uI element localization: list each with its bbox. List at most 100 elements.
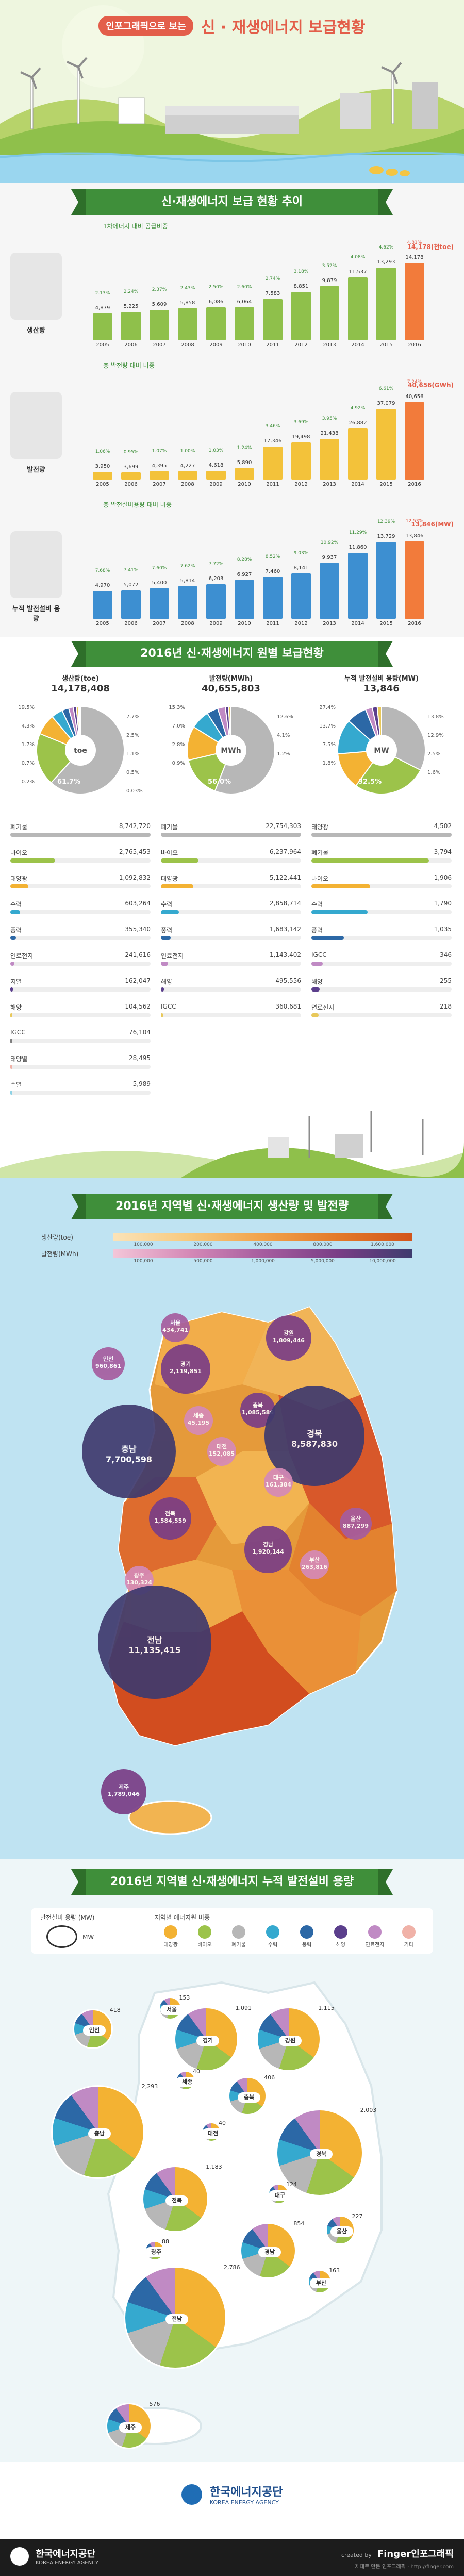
source-item-bar xyxy=(311,910,368,914)
capacity-legend: 발전설비 용량 (MW) MW 지역별 에너지원 비중 태양광 바이오 폐기물 수력 풍… xyxy=(31,1908,433,1954)
source-item-track xyxy=(161,1013,301,1017)
map-bubble: 부산 263,816 xyxy=(300,1550,329,1579)
trend-highlight: 40,656(GWh) xyxy=(408,382,454,389)
trend-bar xyxy=(263,299,283,340)
footer-creator-sub: 제대로 만든 인포그래픽 · http://finger.com xyxy=(355,2564,454,2570)
capacity-legend-title: 발전설비 용량 (MW) xyxy=(40,1914,95,1921)
legend-tick: 5,000,000 xyxy=(311,1259,335,1264)
map-bubble-value: 263,816 xyxy=(301,1564,328,1571)
trend-banner: 신·재생에너지 보급 현황 추이 xyxy=(71,189,393,215)
source-item-bar xyxy=(311,936,344,940)
source-item-value: 2,858,714 xyxy=(269,900,301,907)
map-bubble-value: 152,085 xyxy=(208,1450,235,1457)
trend-bar xyxy=(206,470,226,480)
source-item-name: 바이오 xyxy=(161,849,178,856)
source-item-value: 346 xyxy=(440,951,452,959)
capacity-bubble-value: 1,183 xyxy=(206,2163,222,2170)
source-item-bar xyxy=(311,987,320,992)
trend-bar xyxy=(320,286,339,340)
capacity-bubble-value: 418 xyxy=(109,2007,121,2014)
map-bubble: 전남 11,135,415 xyxy=(98,1586,211,1699)
footer-logo-mark xyxy=(181,2484,202,2505)
source-item-bar xyxy=(161,987,164,992)
map-bubble-name: 대전 xyxy=(216,1443,227,1450)
trend-value: 11,860 xyxy=(349,544,367,550)
capacity-bubble: 충북 xyxy=(227,2076,268,2116)
trend-bar xyxy=(121,472,141,480)
trend-value: 13,846 xyxy=(405,533,424,539)
source-icon-item: 바이오 xyxy=(189,1925,221,1948)
capacity-bubble: 전남 xyxy=(124,2266,227,2369)
trend-bar xyxy=(376,268,396,340)
capacity-bubble-name: 인천 xyxy=(82,2025,106,2036)
source-icons: 태양광 바이오 폐기물 수력 풍력 해양 연료전지 기타 xyxy=(155,1925,428,1951)
capacity-bubble-value: 406 xyxy=(264,2074,275,2081)
capacity-bubble-name: 울산 xyxy=(330,2226,353,2237)
trend-value: 7,460 xyxy=(265,569,280,575)
legend-tick: 400,000 xyxy=(253,1242,273,1247)
source-title: 생산량(toe) xyxy=(62,675,99,683)
capacity-bubble-value: 88 xyxy=(162,2238,169,2245)
map-bubble-name: 서울 xyxy=(170,1319,181,1326)
source-item-value: 255 xyxy=(440,977,452,984)
trend-ratio: 3.18% xyxy=(293,269,309,275)
trend-ratio: 7.68% xyxy=(95,568,110,574)
footer-bar-kr: 한국에너지공단 xyxy=(36,2549,96,2560)
capacity-bubble: 광주 xyxy=(144,2240,168,2261)
map-bubble-value: 7,700,598 xyxy=(105,1454,153,1464)
source-item-track xyxy=(10,936,151,940)
map-bubble-value: 1,085,586 xyxy=(242,1409,274,1416)
trend-ratio: 4.92% xyxy=(350,405,366,411)
source-donut: toe 61.7% 19.5% 7.7% 4.3% 2.5% 1.7% 1.1% 0.7% 0.5… xyxy=(18,705,143,795)
trend-value: 13,293 xyxy=(377,259,395,266)
donut-label: 12.9% xyxy=(427,733,444,738)
capacity-bubble-value: 153 xyxy=(179,1994,190,2001)
trend-row-production: 생산량 1차에너지 대비 공급비중 14,178(천toe) 4,879 2.13% 20… xyxy=(0,222,464,356)
map-bubble-name: 광주 xyxy=(134,1572,145,1579)
capacity-bubble: 강원 xyxy=(256,2006,322,2072)
trend-unit-label: 총 발전량 대비 비중 xyxy=(103,362,155,369)
trend-ratio: 4.08% xyxy=(350,254,366,260)
source-icon-item: 기타 xyxy=(393,1925,425,1948)
source-item-bar xyxy=(311,1013,319,1017)
trend-value: 4,879 xyxy=(95,305,110,311)
trend-year: 2012 xyxy=(294,342,308,348)
source-item-value: 1,035 xyxy=(434,926,452,933)
legend-gen-bar xyxy=(113,1249,412,1258)
capacity-legend-unit: MW xyxy=(82,1934,94,1941)
source-icon xyxy=(164,1925,177,1939)
source-item-track xyxy=(10,910,151,914)
capacity-bubble-name: 부산 xyxy=(309,2277,333,2288)
footer-created-by: created by xyxy=(341,2552,372,2558)
capacity-banner: 2016년 지역별 신·재생에너지 누적 발전설비 용량 xyxy=(71,1869,393,1895)
trend-ratio: 2.13% xyxy=(95,291,110,296)
source-item-name: 태양열 xyxy=(10,1055,28,1063)
trend-ratio: 8.52% xyxy=(265,554,280,560)
source-item-name: 태양광 xyxy=(311,823,329,831)
capacity-bubble-name: 충북 xyxy=(237,2092,260,2103)
capacity-bubble: 충남 xyxy=(51,2085,145,2179)
trend-bar xyxy=(348,552,368,619)
trend-bar xyxy=(235,580,254,619)
header-section: 인포그래픽으로 보는 신 · 재생에너지 보급현황 xyxy=(0,0,464,183)
trend-ratio: 7.24% xyxy=(407,379,422,385)
source-item-track xyxy=(311,936,452,940)
source-item-track xyxy=(161,910,301,914)
trend-year: 2006 xyxy=(124,621,138,626)
capacity-bubble: 세종 xyxy=(175,2070,198,2091)
trend-ratio: 7.60% xyxy=(152,566,167,571)
source-item-name: 연료전지 xyxy=(10,952,34,960)
capacity-bubble-value: 2,293 xyxy=(141,2083,158,2090)
source-item-track xyxy=(10,962,151,966)
trend-bar xyxy=(150,309,169,340)
trend-bar xyxy=(348,277,368,340)
capacity-bubbles: 인천 418 서울 153 경기 1,091 강원 1,115 충남 2,293 세종 40 충북 406… xyxy=(0,1962,464,2457)
trend-value: 6,927 xyxy=(237,571,252,577)
trend-year: 2007 xyxy=(153,342,166,348)
trend-year: 2011 xyxy=(266,342,279,348)
footer-section: 한국에너지공단 KOREA ENERGY AGENCY 한국에너지공단 KORE… xyxy=(0,2462,464,2576)
capacity-bubble-value: 2,786 xyxy=(224,2264,240,2271)
source-item-bar xyxy=(10,910,21,914)
capacity-bubble-name: 세종 xyxy=(176,2077,198,2087)
source-item-name: 바이오 xyxy=(311,875,329,882)
